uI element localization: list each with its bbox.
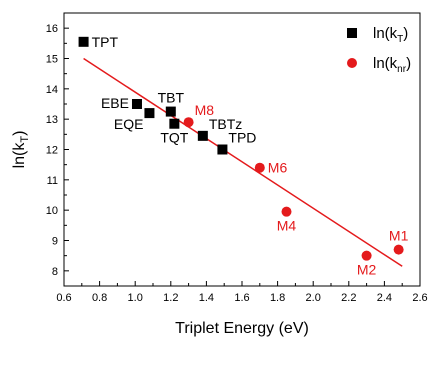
circle-marker (281, 206, 292, 217)
x-axis-label: Triplet Energy (eV) (175, 320, 309, 337)
axis-ticks: 0.6 0.8 1.0 1.2 1.4 1.6 1.8 2.0 2.2 2.4 2.6 8 9 10 11 1… (46, 12, 428, 304)
x-tick-label: 0.6 (56, 292, 71, 304)
plot-frame (63, 12, 421, 287)
y-axis-label: ln(kT) (11, 131, 31, 169)
x-tick-label: 2.6 (412, 292, 427, 304)
point-label: TPD (228, 130, 256, 146)
point-label: M6 (268, 160, 288, 176)
y-tick-label: 13 (46, 114, 58, 126)
y-tick-label: 14 (46, 84, 58, 96)
square-marker (169, 118, 180, 129)
legend-square-marker (347, 28, 357, 38)
point-label: TPT (92, 34, 119, 50)
x-tick-label: 1.0 (128, 292, 143, 304)
fit-line-group (83, 57, 403, 267)
square-marker (78, 36, 89, 47)
x-tick-label: 2.2 (341, 292, 356, 304)
y-tick-label: 9 (52, 236, 58, 248)
legend-circle-marker (347, 58, 357, 68)
x-tick-label: 0.8 (92, 292, 107, 304)
circle-marker (393, 244, 404, 255)
y-tick-label: 15 (46, 54, 58, 66)
legend-entry: ln(kT) (373, 25, 408, 45)
x-tick-label: 1.4 (199, 292, 214, 304)
x-tick-label: 1.2 (163, 292, 178, 304)
circle-marker (183, 117, 194, 128)
y-tick-label: 8 (52, 266, 58, 278)
circle-marker (254, 162, 265, 173)
square-marker (131, 99, 142, 109)
point-label: EQE (114, 116, 144, 132)
y-tick-label: 10 (46, 205, 58, 217)
y-tick-label: 16 (46, 23, 58, 35)
point-label: M8 (195, 102, 215, 118)
point-label: TBT (158, 90, 185, 106)
point-label: M2 (357, 262, 377, 278)
legend: ln(kT) ln(knr) (347, 25, 411, 75)
point-label: TBTz (209, 116, 242, 132)
point-label: EBE (101, 95, 129, 111)
y-tick-label: 12 (46, 145, 58, 157)
x-tick-label: 2.4 (377, 292, 392, 304)
data-points (78, 36, 404, 261)
square-marker (165, 106, 176, 117)
point-label: M1 (389, 228, 409, 244)
square-marker (217, 144, 228, 155)
y-tick-label: 11 (47, 175, 58, 187)
x-tick-label: 2.0 (306, 292, 321, 304)
x-tick-label: 1.8 (270, 292, 285, 304)
fit-line (83, 57, 403, 267)
circle-marker (361, 250, 372, 261)
x-tick-label: 1.6 (234, 292, 249, 304)
point-label: M4 (277, 218, 297, 234)
point-label: TQT (160, 130, 188, 146)
legend-entry: ln(knr) (373, 55, 411, 75)
square-marker (144, 108, 155, 119)
square-marker (197, 130, 208, 141)
